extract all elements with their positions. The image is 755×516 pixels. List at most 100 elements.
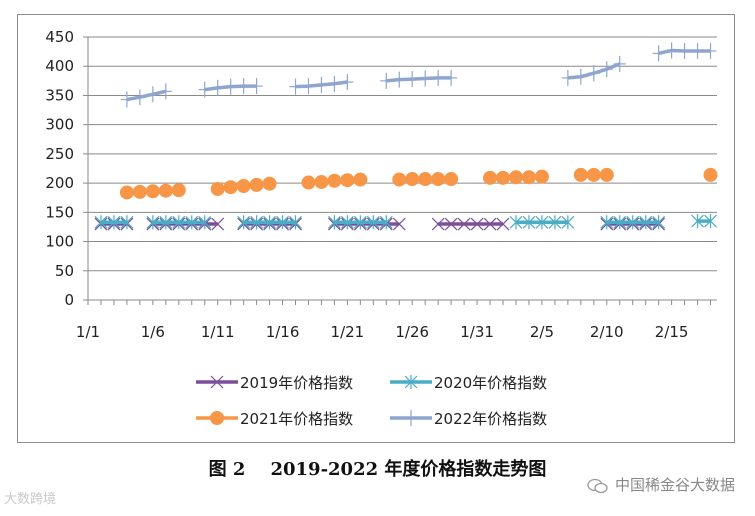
- y-tick-label: 300: [45, 116, 74, 134]
- data-point: [445, 69, 458, 86]
- y-tick-label: 100: [45, 233, 74, 251]
- data-point: [691, 43, 704, 60]
- data-point: [496, 217, 510, 231]
- data-point: [211, 217, 225, 231]
- data-point: [444, 172, 459, 187]
- data-point: [340, 215, 354, 230]
- data-point: [249, 177, 264, 192]
- marker-stroke: [457, 217, 471, 231]
- data-point: [236, 179, 251, 194]
- data-point: [431, 217, 445, 231]
- x-tick-label: 1/31: [460, 323, 494, 341]
- figure-title: 2019-2022 年度价格指数走势图: [270, 459, 547, 480]
- data-point: [341, 74, 354, 91]
- data-point: [289, 78, 302, 95]
- data-point: [133, 89, 146, 106]
- marker-stroke: [392, 217, 406, 231]
- data-point: [405, 172, 420, 187]
- data-point: [302, 78, 315, 95]
- data-point: [561, 69, 574, 86]
- data-point: [301, 175, 316, 190]
- legend-marker: [210, 375, 224, 389]
- legend: 2019年价格指数 2020年价格指数 2021年价格指数 2022年价格指数: [196, 374, 547, 428]
- data-point: [600, 61, 613, 78]
- x-tick-label: 2/15: [655, 323, 689, 341]
- y-tick-label: 200: [45, 174, 74, 192]
- data-point: [119, 185, 134, 200]
- marker-stroke: [431, 217, 445, 231]
- data-point: [406, 71, 419, 88]
- axes: [83, 36, 717, 305]
- legend-item: 2019年价格指数: [196, 374, 353, 392]
- data-point: [432, 69, 445, 86]
- series-3: [119, 167, 718, 200]
- data-point: [652, 45, 665, 62]
- marker-stroke: [470, 217, 484, 231]
- data-point: [315, 76, 328, 93]
- watermark-right-text: 中国稀金谷大数据: [614, 476, 735, 494]
- data-point: [328, 75, 341, 92]
- data-point: [600, 215, 614, 230]
- data-point: [94, 215, 108, 230]
- data-point: [521, 170, 536, 185]
- x-tick-label: 1/11: [201, 323, 235, 341]
- chart-frame: 0 50 100 150 200 250 300 350 400 450 1/1 1/6 1/11 1/…: [17, 14, 735, 443]
- data-point: [210, 181, 225, 196]
- marker-stroke: [211, 217, 225, 231]
- data-point: [237, 78, 250, 95]
- grid-lines: [88, 36, 717, 272]
- data-point: [145, 184, 160, 199]
- data-point: [159, 83, 172, 100]
- data-point: [444, 217, 458, 231]
- data-point: [211, 79, 224, 96]
- data-point: [587, 65, 600, 82]
- data-point: [250, 215, 264, 230]
- legend-marker: [210, 411, 224, 425]
- data-point: [171, 183, 186, 198]
- data-point: [314, 174, 329, 189]
- data-point: [223, 180, 238, 195]
- data-point: [392, 172, 407, 187]
- data-point: [146, 86, 159, 103]
- data-point: [327, 173, 342, 188]
- data-point: [224, 78, 237, 95]
- x-tick-label: 1/26: [395, 323, 429, 341]
- data-point: [198, 81, 211, 98]
- y-tick-label: 400: [45, 57, 74, 75]
- watermark-left: 大数跨境: [4, 488, 56, 507]
- marker-stroke: [444, 217, 458, 231]
- data-point: [289, 215, 302, 230]
- data-point: [639, 215, 653, 230]
- data-point: [132, 184, 147, 199]
- x-tick-label: 1/16: [266, 323, 300, 341]
- data-point: [626, 215, 640, 230]
- data-point: [665, 42, 678, 59]
- data-point: [276, 215, 289, 230]
- data-point: [158, 183, 173, 198]
- legend-item: 2020年价格指数: [390, 374, 547, 392]
- data-point: [483, 170, 498, 185]
- y-axis-ticks: 0 50 100 150 200 250 300 350 400 450: [45, 28, 74, 309]
- data-point: [613, 55, 626, 72]
- data-point: [353, 172, 368, 187]
- data-point: [534, 169, 549, 184]
- data-point: [120, 91, 133, 108]
- figure-number: 图 2: [208, 459, 246, 480]
- data-point: [340, 173, 355, 188]
- x-tick-label: 1/21: [331, 323, 365, 341]
- data-point: [652, 215, 666, 230]
- wechat-icon: [587, 478, 608, 493]
- data-point: [120, 215, 134, 230]
- data-point: [198, 215, 212, 230]
- data-point: [509, 215, 523, 230]
- x-axis-ticks: 1/1 1/6 1/11 1/16 1/21 1/26 1/31 2/5 2/10 2/15: [76, 323, 689, 341]
- data-point: [691, 214, 704, 229]
- plot-area: [94, 42, 718, 231]
- marker-stroke: [483, 217, 497, 231]
- data-point: [613, 215, 627, 230]
- marker-stroke: [210, 375, 224, 389]
- data-point: [678, 43, 691, 60]
- y-tick-label: 150: [45, 203, 74, 221]
- x-tick-label: 2/5: [530, 323, 554, 341]
- data-point: [599, 167, 614, 182]
